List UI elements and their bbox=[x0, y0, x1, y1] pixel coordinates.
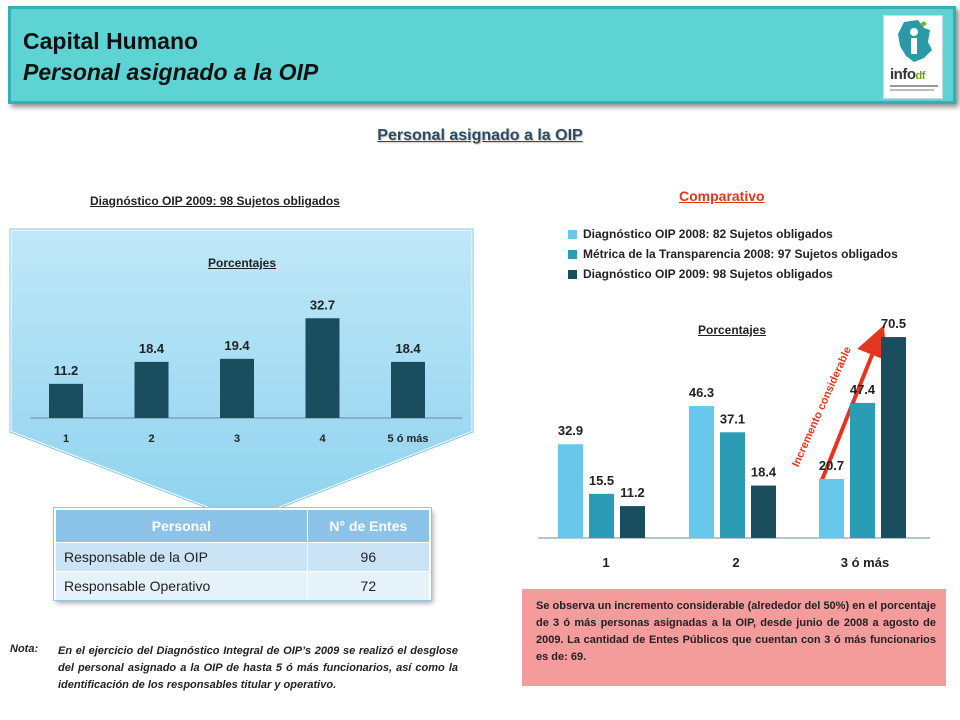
bar-5 bbox=[391, 361, 425, 418]
data-label-g1-s3: 11.2 bbox=[620, 485, 645, 500]
legend-swatch-metrica bbox=[568, 249, 577, 259]
header-entes: N° de Entes bbox=[306, 510, 429, 542]
header-subtitle: Personal asignado a la OIP bbox=[23, 59, 319, 85]
data-label-g3-s3: 70.5 bbox=[881, 316, 906, 331]
legend-label-2009: Diagnóstico OIP 2009: 98 Sujetos obligad… bbox=[583, 267, 833, 281]
legend-swatch-2008 bbox=[568, 229, 577, 239]
bar-g1-s2 bbox=[589, 493, 614, 538]
data-label-3: 19.4 bbox=[224, 338, 250, 353]
legend-label-2008: Diagnóstico OIP 2008: 82 Sujetos obligad… bbox=[583, 227, 833, 241]
legend-item-2009: Diagnóstico OIP 2009: 98 Sujetos obligad… bbox=[568, 264, 898, 284]
legend-item-metrica: Métrica de la Transparencia 2008: 97 Suj… bbox=[568, 244, 898, 264]
data-label-g1-s2: 15.5 bbox=[589, 473, 614, 488]
cell-personal: Responsable de la OIP bbox=[64, 549, 208, 565]
infodf-logo: infodf bbox=[883, 15, 943, 99]
bar-g3-s2 bbox=[850, 402, 875, 538]
logo-suffix: df bbox=[915, 70, 926, 82]
city-map-icon bbox=[898, 20, 932, 62]
chart-legend: Diagnóstico OIP 2008: 82 Sujetos obligad… bbox=[568, 224, 898, 284]
tick-label-2: 2 bbox=[148, 433, 154, 445]
data-label-g1-s1: 32.9 bbox=[558, 423, 583, 438]
data-label-5: 18.4 bbox=[395, 341, 421, 356]
bar-g2-s3 bbox=[751, 485, 776, 538]
observation-box: Se observa un incremento considerable (a… bbox=[522, 589, 946, 686]
note-text: En el ejercicio del Diagnóstico Integral… bbox=[58, 645, 458, 691]
tick-label-5: 5 ó más bbox=[388, 433, 429, 445]
right-chart-label: Porcentajes bbox=[698, 323, 767, 337]
legend-item-2008: Diagnóstico OIP 2008: 82 Sujetos obligad… bbox=[568, 224, 898, 244]
bar-g1-s3 bbox=[620, 506, 645, 538]
bar-1 bbox=[49, 383, 83, 418]
bar-g2-s2 bbox=[720, 432, 745, 538]
bar-g3-s3 bbox=[881, 337, 906, 538]
tick-label-1: 1 bbox=[63, 433, 69, 445]
legend-label-metrica: Métrica de la Transparencia 2008: 97 Suj… bbox=[583, 247, 898, 261]
header-banner: Capital Humano Personal asignado a la OI… bbox=[8, 6, 956, 104]
data-label-g2-s3: 18.4 bbox=[751, 465, 777, 480]
tick-label-3: 3 ó más bbox=[841, 555, 889, 570]
main-title: Personal asignado a la OIP bbox=[377, 127, 583, 144]
data-label-g3-s2: 47.4 bbox=[850, 382, 876, 397]
bar-2 bbox=[134, 361, 169, 418]
note-label: Nota: bbox=[10, 643, 39, 655]
bar-g3-s1 bbox=[819, 479, 844, 538]
cell-entes: 96 bbox=[306, 543, 429, 571]
data-label-1: 11.2 bbox=[54, 363, 79, 378]
table-header: Personal N° de Entes bbox=[56, 510, 429, 542]
comparative-title: Comparativo bbox=[679, 188, 765, 204]
observation-text: Se observa un incremento considerable (a… bbox=[536, 600, 936, 663]
bar-g2-s1 bbox=[689, 406, 714, 538]
data-label-2: 18.4 bbox=[139, 341, 165, 356]
data-label-g2-s1: 46.3 bbox=[689, 385, 714, 400]
tick-label-3: 3 bbox=[234, 433, 240, 445]
bar-3 bbox=[220, 358, 254, 418]
logo-text: info bbox=[890, 66, 916, 83]
table-row: Responsable de la OIP 96 bbox=[56, 542, 429, 571]
responsables-table: Personal N° de Entes Responsable de la O… bbox=[54, 508, 431, 600]
header-title: Capital Humano bbox=[23, 28, 199, 54]
cell-entes: 72 bbox=[306, 572, 429, 600]
table-row: Responsable Operativo 72 bbox=[56, 571, 429, 600]
diagnostic-title: Diagnóstico OIP 2009: 98 Sujetos obligad… bbox=[90, 194, 340, 208]
bar-4 bbox=[305, 318, 340, 418]
header-personal: Personal bbox=[151, 518, 211, 534]
legend-swatch-2009 bbox=[568, 269, 577, 279]
data-label-g3-s1: 20.7 bbox=[819, 458, 844, 473]
tick-label-1: 1 bbox=[602, 555, 609, 570]
tick-label-2: 2 bbox=[732, 555, 739, 570]
data-label-4: 32.7 bbox=[310, 297, 335, 312]
bar-g1-s1 bbox=[558, 444, 583, 538]
tick-label-4: 4 bbox=[319, 433, 326, 445]
left-chart-label: Porcentajes bbox=[208, 256, 277, 270]
data-label-g2-s2: 37.1 bbox=[720, 411, 745, 426]
cell-personal: Responsable Operativo bbox=[64, 578, 211, 594]
logo-fine-print-2 bbox=[890, 89, 934, 91]
logo-fine-print bbox=[890, 85, 938, 87]
